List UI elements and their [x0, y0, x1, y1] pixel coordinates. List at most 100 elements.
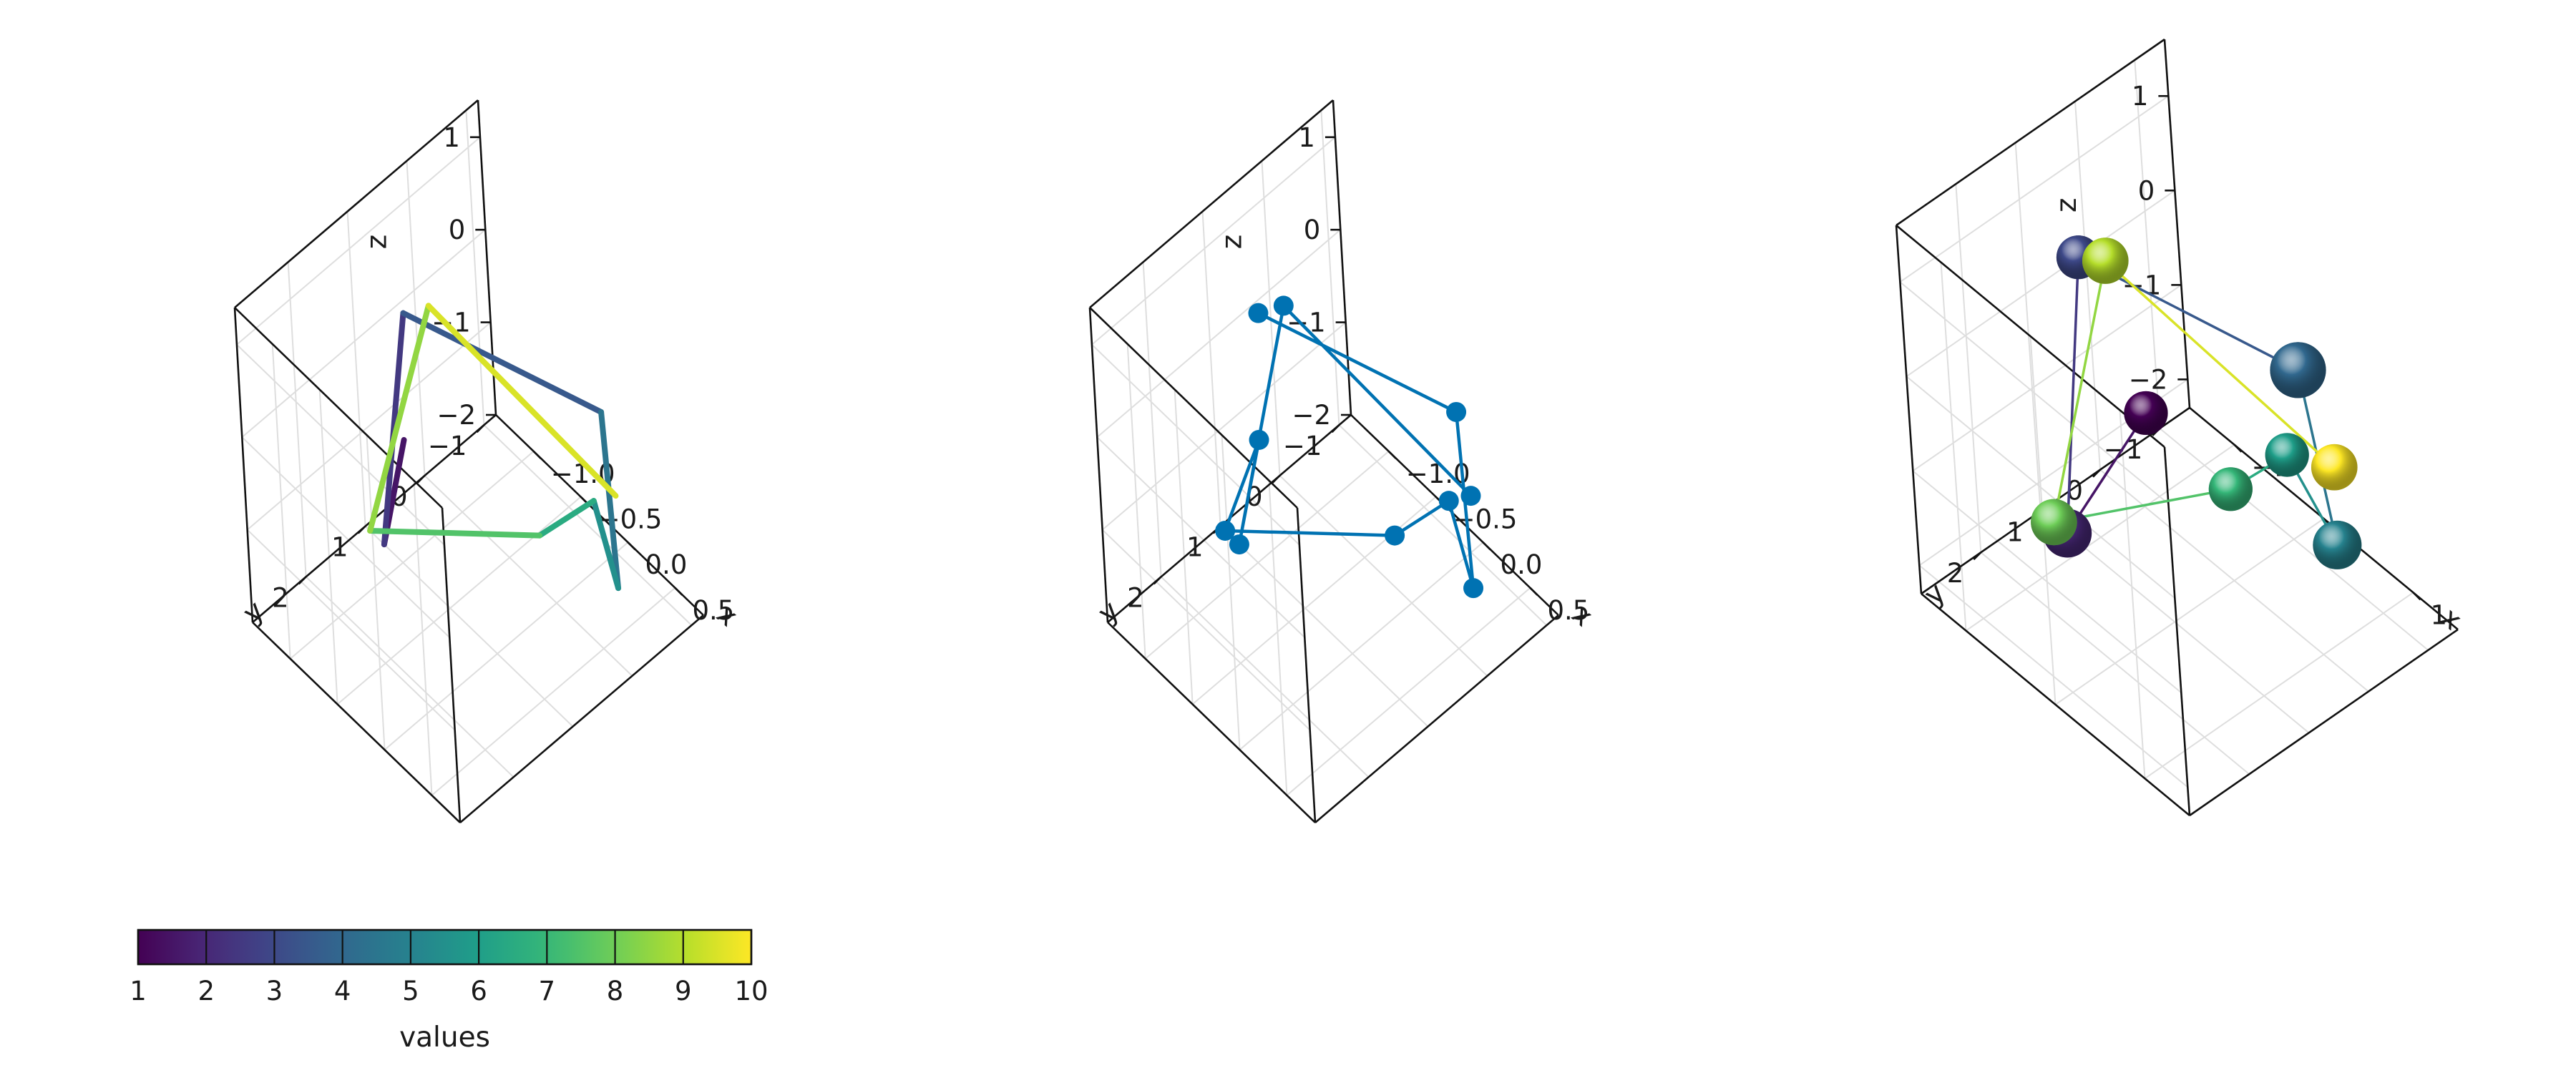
- y-tick-label: 1: [331, 532, 348, 563]
- gridline-x-floor: [1286, 587, 1531, 796]
- gridline-y-floor: [483, 424, 693, 626]
- colorbar-label: values: [399, 1021, 490, 1054]
- gridline-x-wall: [1268, 480, 1288, 795]
- gridline-y-floor: [1160, 576, 1370, 778]
- y-tick-mark: [476, 424, 485, 433]
- gridline-z-right: [1918, 564, 2188, 788]
- gridline-y-floor: [1980, 552, 2250, 775]
- gridline-z-left: [1906, 190, 2175, 378]
- x-tick-label: 1: [2431, 599, 2448, 630]
- axis-frame-edge: [234, 307, 443, 509]
- y-tick-label: 1: [1186, 532, 1204, 563]
- gridline-z-left: [1101, 321, 1347, 531]
- scatter-point: [1438, 491, 1459, 511]
- z-tick-label: 0: [2138, 175, 2155, 206]
- y-tick-mark: [1331, 424, 1340, 433]
- gridline-z-right: [241, 436, 450, 638]
- y-tick-label: 1: [2006, 516, 2024, 547]
- gridline-y-floor: [1338, 424, 1548, 626]
- gridline-z-left: [236, 137, 481, 346]
- scatter-point: [1385, 525, 1405, 546]
- gridline-x-wall: [2119, 410, 2146, 779]
- gridline-x-floor: [1239, 542, 1484, 750]
- mesh-sphere-shading: [2208, 467, 2253, 511]
- y-tick-mark: [1272, 474, 1281, 484]
- line-segment: [537, 498, 597, 539]
- gridline-z-right: [1096, 436, 1305, 638]
- y-tick-mark: [1153, 576, 1162, 585]
- line-segment: [400, 310, 605, 415]
- gridline-y-floor: [305, 576, 514, 778]
- x-tick-mark: [1482, 542, 1491, 551]
- axis-frame-edge: [1895, 225, 1923, 594]
- y-tick-label: −1: [428, 431, 467, 461]
- gridline-x-floor: [431, 587, 676, 796]
- axis-frame-edge: [1921, 592, 2190, 817]
- z-tick-label: 1: [443, 122, 460, 153]
- x-tick-label: 0.0: [645, 549, 688, 580]
- gridline-y-floor: [2099, 469, 2369, 692]
- z-axis-label: z: [1216, 235, 1248, 249]
- gridline-x-wall: [318, 389, 338, 705]
- colorbar: 1 2 3 4 5 6 7 8 9 10 values: [130, 929, 769, 1054]
- axis-frame-edge: [1296, 507, 1317, 823]
- y-tick-mark: [357, 525, 366, 534]
- mesh-sphere-shading: [2311, 444, 2358, 491]
- gridline-x-wall: [1174, 389, 1194, 705]
- colorbar-tick-label: 4: [334, 976, 351, 1006]
- gridline-y-floor: [1279, 475, 1488, 677]
- mesh-sphere-shading: [2031, 499, 2077, 546]
- gridline-x-floor: [2144, 592, 2414, 780]
- mesh-sphere-shading: [2270, 342, 2326, 398]
- x-tick-label: 0.0: [1501, 549, 1543, 580]
- x-tick-label: 0.5: [1547, 595, 1589, 626]
- scatter-point: [1215, 520, 1236, 541]
- gridline-x-floor: [2054, 518, 2325, 705]
- gridline-y-wall: [1142, 262, 1162, 577]
- x-tick-label: −0.5: [598, 504, 663, 535]
- x-tick-label: −0.5: [1453, 504, 1518, 535]
- z-tick-label: −1: [1287, 308, 1326, 338]
- x-tick-mark: [2412, 592, 2421, 601]
- axis-frame-edge: [1896, 224, 2165, 449]
- axis-frame-edge: [252, 622, 461, 823]
- gridline-z-right: [1899, 281, 2170, 505]
- axis-frame-edge: [1107, 622, 1316, 823]
- line-segment: [2066, 257, 2080, 534]
- gridline-x-wall: [413, 480, 433, 795]
- colorbar-tick-label: 5: [402, 976, 419, 1006]
- gridline-y-wall: [2134, 59, 2161, 428]
- line-segment: [425, 303, 619, 499]
- scatter-point: [1273, 295, 1294, 316]
- axis-frame-edge: [2189, 628, 2459, 817]
- mesh-sphere-shading: [2265, 433, 2309, 477]
- colorbar-tick-label: 6: [470, 976, 487, 1006]
- z-tick-label: 0: [1304, 215, 1321, 245]
- gridline-x-floor: [336, 496, 582, 705]
- axis-frame-edge: [1089, 307, 1298, 509]
- colorbar-tick-label: 10: [734, 976, 768, 1006]
- scatter-point: [1446, 401, 1467, 422]
- x-tick-mark: [2233, 444, 2243, 453]
- scatter-point: [1463, 578, 1484, 599]
- y-tick-label: 2: [1127, 582, 1144, 613]
- colorbar-tick-label: 9: [675, 976, 692, 1006]
- mesh-sphere-shading: [2124, 391, 2168, 436]
- line-segment: [2104, 260, 2336, 469]
- z-tick-label: −2: [436, 400, 476, 431]
- y-tick-mark: [298, 576, 307, 585]
- z-axis-label: z: [361, 235, 393, 249]
- gridline-y-floor: [364, 525, 574, 727]
- line-segment: [367, 303, 431, 534]
- colorbar-tick-label: 7: [539, 976, 556, 1006]
- axis-frame-edge: [459, 614, 704, 823]
- gridline-x-floor: [384, 542, 629, 750]
- gridline-y-wall: [2014, 142, 2041, 511]
- z-tick-label: −2: [1292, 400, 1331, 431]
- colorbar-tick-label: 1: [130, 976, 147, 1006]
- line-segment: [2052, 260, 2107, 523]
- gridline-y-wall: [287, 262, 307, 577]
